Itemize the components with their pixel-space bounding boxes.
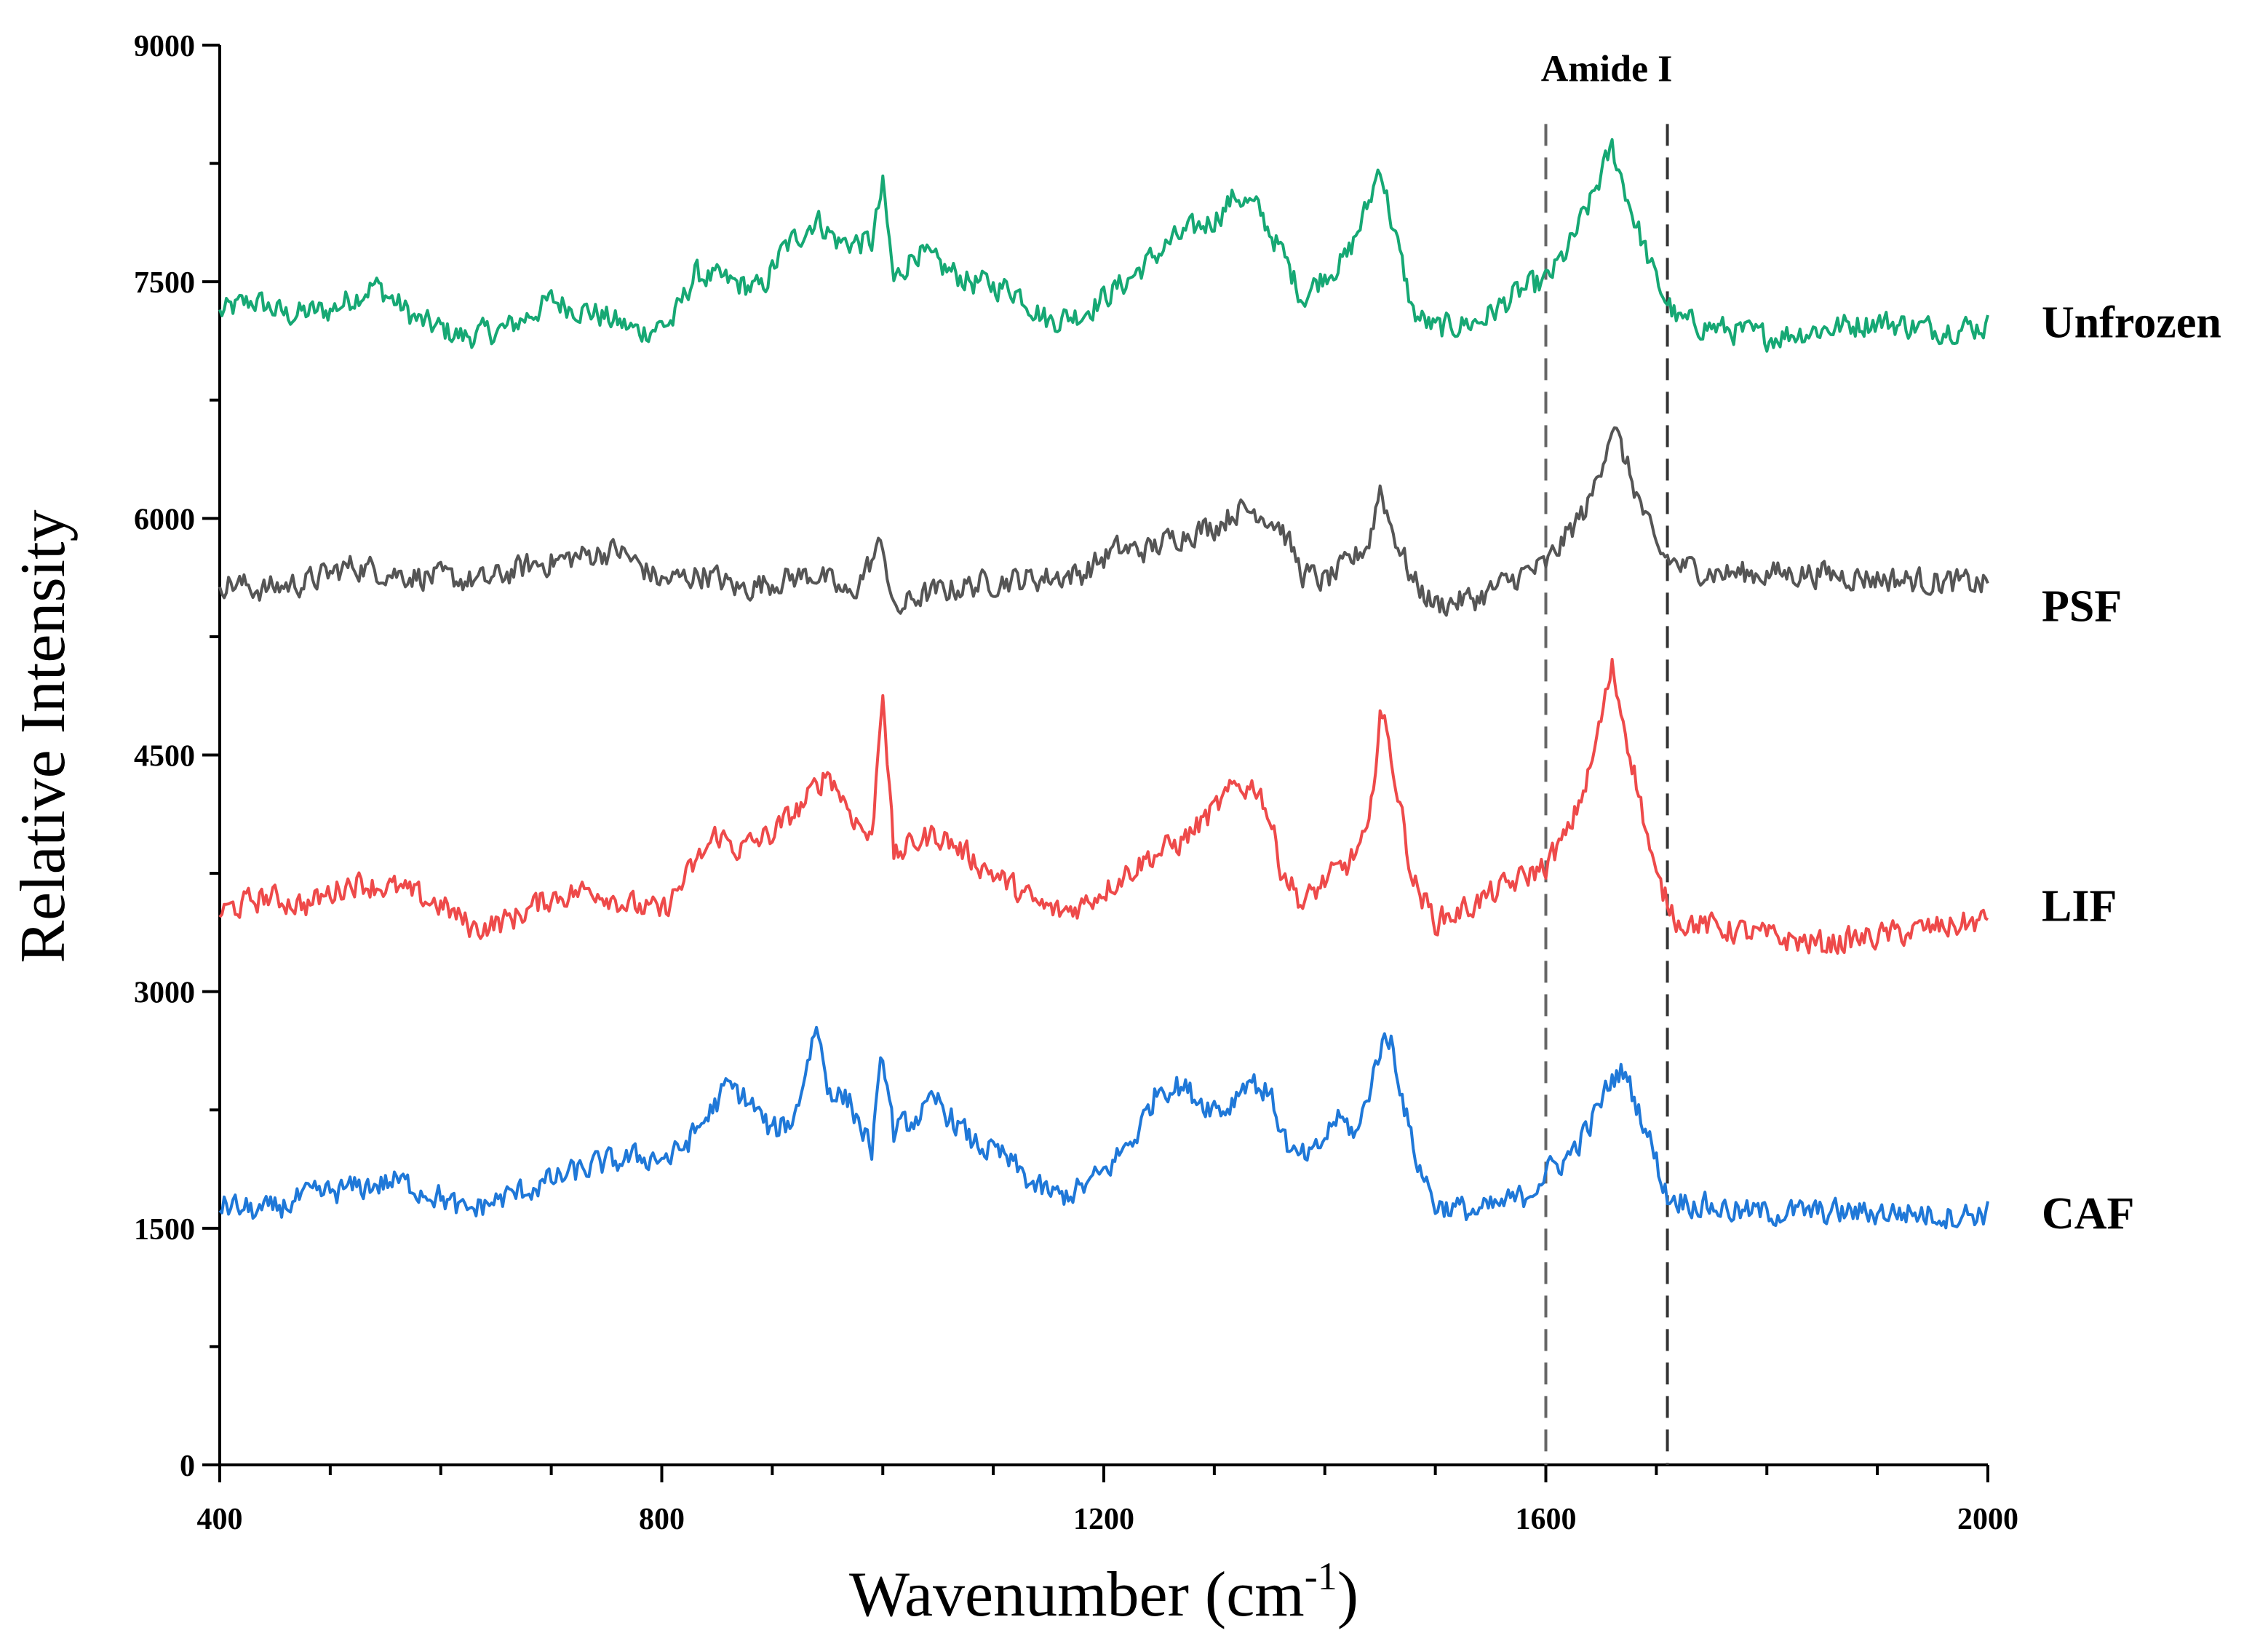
y-ticks: 0 1500 3000 4500 6000 7500 9000: [134, 30, 220, 1483]
series-line-psf: [218, 426, 1989, 617]
x-tick-label: 1600: [1516, 1503, 1577, 1536]
y-tick-label: 1500: [134, 1213, 195, 1247]
y-tick-label: 6000: [134, 503, 195, 536]
series-line-caf: [218, 1025, 1989, 1230]
x-axis-title-main: Wavenumber (cm: [849, 1559, 1305, 1630]
x-tick-label: 2000: [1957, 1503, 2018, 1536]
y-tick-label: 7500: [134, 266, 195, 300]
x-ticks: 400 800 1200 1600 2000: [197, 1465, 2018, 1536]
y-tick-label: 3000: [134, 977, 195, 1010]
x-axis-title: Wavenumber (cm-1): [849, 1554, 1358, 1630]
y-axis-title: Relative Intensity: [8, 509, 79, 963]
x-tick-label: 400: [197, 1503, 243, 1536]
x-axis-title-superscript: -1: [1305, 1554, 1337, 1598]
series-label-caf: CAF: [2042, 1189, 2134, 1239]
series-layer: Unfrozen PSF LIF CAF: [218, 138, 2221, 1239]
annotations: Amide I: [1541, 49, 1673, 1465]
x-axis-title-close: ): [1337, 1559, 1358, 1630]
series-label-lif: LIF: [2042, 881, 2117, 931]
series-label-unfrozen: Unfrozen: [2042, 298, 2221, 347]
y-tick-label: 0: [180, 1450, 195, 1483]
y-tick-label: 4500: [134, 740, 195, 774]
x-tick-label: 1200: [1073, 1503, 1134, 1536]
x-tick-label: 800: [639, 1503, 685, 1536]
series-line-unfrozen: [218, 138, 1989, 353]
y-tick-label: 9000: [134, 30, 195, 63]
amide-i-label: Amide I: [1541, 49, 1673, 90]
series-line-lif: [218, 658, 1989, 955]
axes: 0 1500 3000 4500 6000 7500 9000 400 800 1200 1600…: [134, 30, 2018, 1536]
series-label-psf: PSF: [2042, 582, 2122, 632]
